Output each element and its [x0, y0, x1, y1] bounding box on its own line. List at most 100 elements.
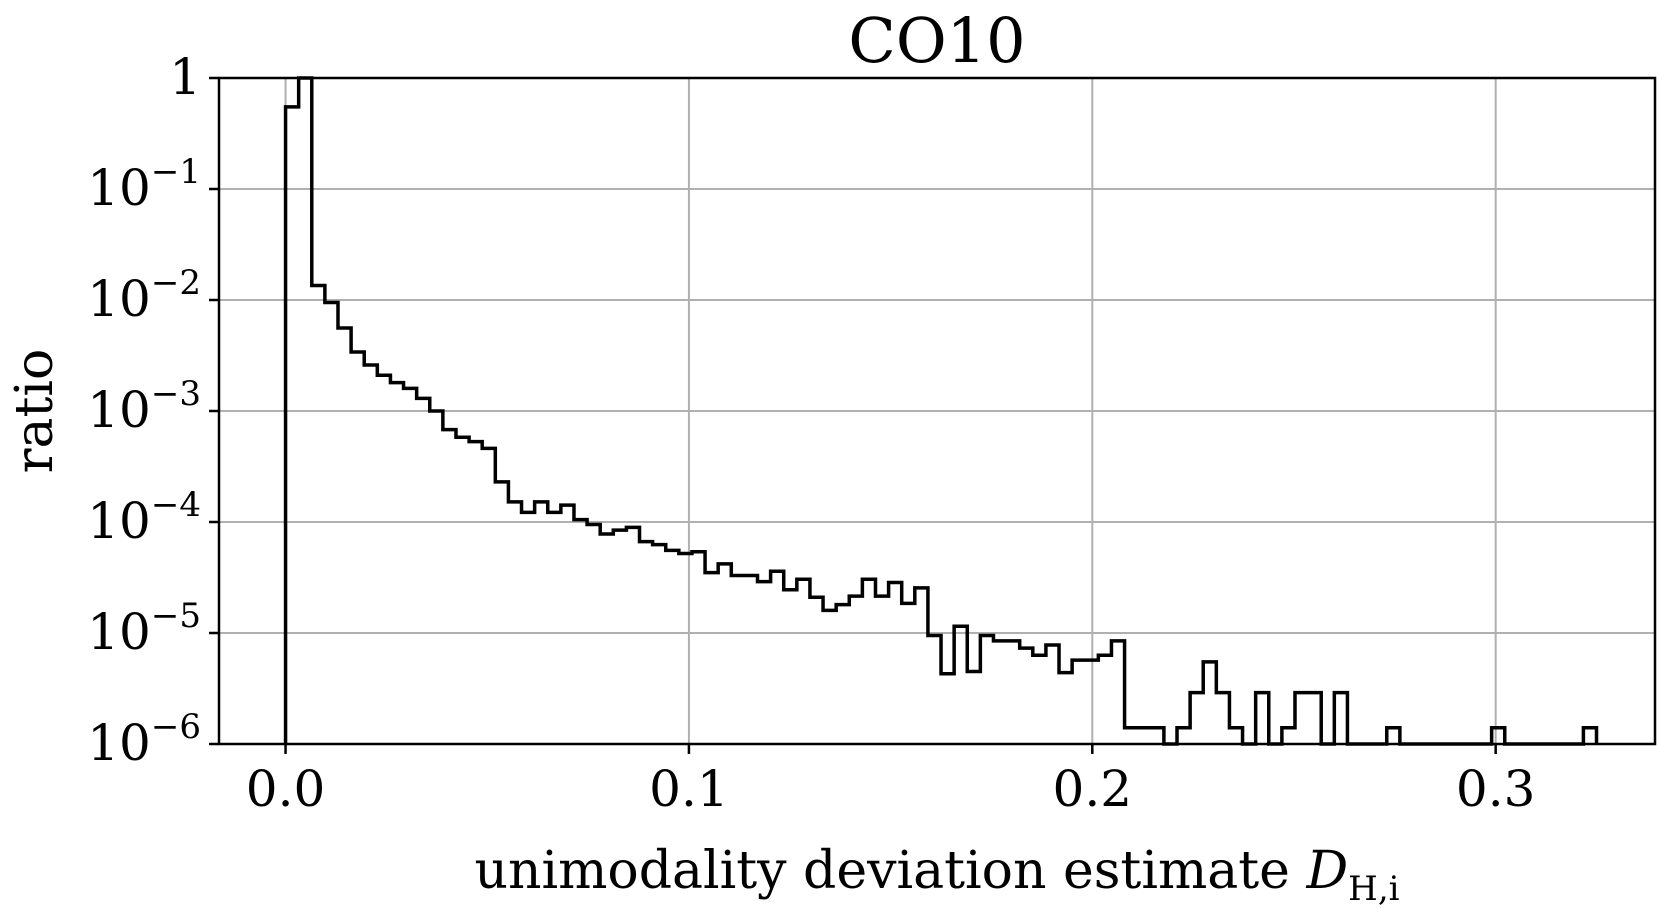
histogram-bin — [1492, 728, 1505, 744]
histogram-bin — [928, 635, 941, 744]
histogram-bin — [1151, 728, 1164, 744]
y-tick-label: 10−1 — [87, 152, 201, 217]
histogram-bin — [1125, 728, 1138, 744]
y-tick-label-exponent: −5 — [151, 596, 201, 636]
histogram-bin — [535, 502, 548, 744]
histogram-bin — [1020, 648, 1033, 744]
y-tick-label-exponent: −3 — [151, 374, 201, 414]
histogram-bin — [548, 512, 561, 744]
histogram-bin — [744, 575, 757, 744]
histogram-bin — [443, 430, 456, 744]
histogram-bin — [967, 671, 980, 744]
histogram-bin — [1111, 641, 1124, 744]
histogram-bin — [1229, 728, 1242, 744]
histogram-bin — [810, 597, 823, 744]
histogram-outline — [283, 76, 1599, 746]
histogram-bin — [1334, 693, 1347, 744]
histogram-bin — [1282, 728, 1295, 744]
x-tick-label: 0.3 — [1456, 760, 1536, 818]
histogram-bin — [377, 375, 390, 744]
histogram-bin — [941, 674, 954, 744]
histogram-bin — [915, 588, 928, 744]
y-tick-label-base: 10 — [87, 381, 151, 439]
histogram-bin — [1098, 655, 1111, 744]
y-tick-label-base: 10 — [87, 603, 151, 661]
y-tick-label-exponent: −2 — [151, 263, 201, 303]
histogram-bin — [286, 107, 299, 744]
x-axis-label: unimodality deviation estimate DH,i — [474, 841, 1399, 908]
y-tick-label-base: 10 — [87, 492, 151, 550]
histogram-bin — [325, 302, 338, 744]
histogram-bin — [718, 564, 731, 744]
histogram-bin — [889, 583, 902, 744]
y-tick-label-exponent: −6 — [151, 707, 201, 747]
histogram-bin — [862, 579, 875, 744]
y-tick-label-base: 10 — [87, 159, 151, 217]
histogram-bin — [692, 552, 705, 744]
histogram-bin — [653, 545, 666, 744]
histogram-bin — [430, 411, 443, 744]
histogram-bin — [679, 554, 692, 744]
histogram-bin — [849, 596, 862, 744]
axis-ticks: 110−110−210−310−410−510−60.0 0.1 0.2 0.3 — [87, 48, 1535, 818]
histogram-bin — [587, 524, 600, 744]
histogram-bin — [522, 512, 535, 744]
y-tick-label: 10−3 — [87, 374, 201, 439]
histogram-bin — [613, 530, 626, 744]
histogram-bin — [600, 534, 613, 744]
histogram-bin — [482, 448, 495, 744]
histogram-bin — [823, 610, 836, 744]
y-tick-label-base: 10 — [87, 714, 151, 772]
histogram-bin — [1203, 662, 1216, 744]
histogram-bin — [1387, 728, 1400, 744]
histogram-bin — [1059, 673, 1072, 744]
histogram-bin — [1256, 693, 1269, 744]
x-axis-label-subscript: H,i — [1348, 869, 1399, 908]
histogram-bin — [771, 571, 784, 744]
histogram-bin — [508, 502, 521, 744]
histogram-bin — [640, 542, 653, 744]
histogram-bin — [1308, 693, 1321, 744]
histogram-bin — [469, 442, 482, 744]
histogram-bin — [1046, 645, 1059, 744]
histogram-bin — [390, 383, 403, 744]
histogram-bin — [561, 505, 574, 744]
histogram-bin — [875, 596, 888, 744]
histogram-bin — [312, 286, 325, 744]
y-tick-label-exponent: −4 — [151, 485, 201, 525]
histogram-bin — [1177, 728, 1190, 744]
y-tick-label-base: 1 — [169, 48, 201, 106]
histogram-bin — [364, 365, 377, 744]
y-tick-label: 10−4 — [87, 485, 201, 550]
histogram-bin — [404, 388, 417, 744]
histogram-bin — [980, 635, 993, 744]
histogram-bin — [1190, 693, 1203, 744]
histogram-bin — [954, 626, 967, 744]
x-tick-label: 0.1 — [649, 760, 729, 818]
histogram-bin — [574, 520, 587, 744]
y-tick-label-base: 10 — [87, 270, 151, 328]
histogram-bin — [902, 603, 915, 744]
histogram-bin — [1007, 641, 1020, 744]
y-tick-label: 1 — [169, 48, 201, 106]
y-axis-label: ratio — [5, 349, 65, 474]
histogram-bin — [797, 579, 810, 744]
histogram-bin — [1216, 693, 1229, 744]
y-tick-label: 10−5 — [87, 596, 201, 661]
histogram-bin — [1033, 655, 1046, 744]
histogram-bin — [784, 590, 797, 744]
y-tick-label: 10−6 — [87, 707, 201, 772]
histogram-bin — [1072, 660, 1085, 744]
histogram-bin — [456, 437, 469, 744]
chart-title: CO10 — [848, 4, 1025, 77]
histogram-bin — [705, 573, 718, 744]
histogram-bin — [731, 575, 744, 744]
histogram-bin — [1138, 728, 1151, 744]
histogram-bin — [626, 527, 639, 744]
histogram-bin — [993, 641, 1006, 744]
histogram-bin — [666, 550, 679, 744]
histogram-bin — [836, 605, 849, 744]
histogram-bin — [758, 582, 771, 744]
x-tick-label: 0.2 — [1053, 760, 1133, 818]
